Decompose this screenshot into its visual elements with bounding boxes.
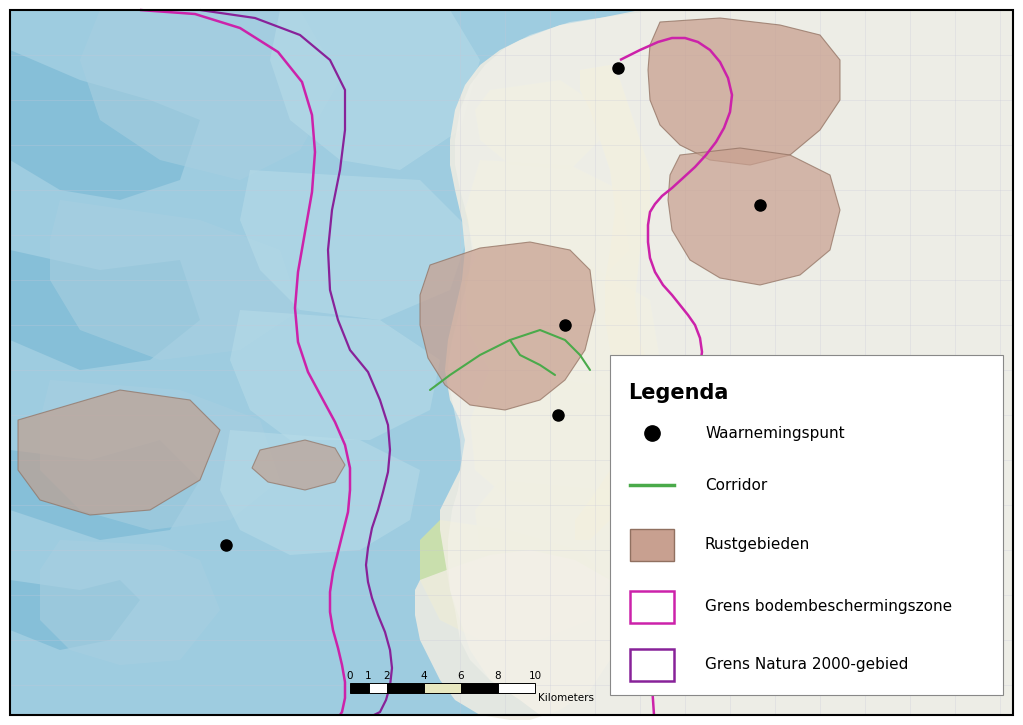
Polygon shape [40,380,280,530]
Polygon shape [18,390,220,515]
Polygon shape [470,370,670,510]
Polygon shape [10,580,140,650]
Text: 4: 4 [420,671,428,681]
Polygon shape [420,242,595,410]
Text: 1: 1 [365,671,371,681]
Polygon shape [448,10,1013,715]
Polygon shape [10,10,1013,715]
Polygon shape [440,10,1013,715]
Polygon shape [240,170,470,320]
Polygon shape [220,430,420,555]
Polygon shape [270,10,480,170]
Polygon shape [465,160,630,290]
Text: Kilometers: Kilometers [538,693,594,703]
Polygon shape [475,480,660,585]
Bar [461,683,498,693]
Text: Legenda: Legenda [628,383,728,403]
Polygon shape [475,80,601,170]
Polygon shape [10,440,201,540]
Text: Waarnemingspunt: Waarnemingspunt [705,426,845,441]
Polygon shape [648,18,840,165]
Bar [368,683,387,693]
Text: 8: 8 [495,671,501,681]
Text: Corridor: Corridor [705,478,767,492]
Bar [630,591,674,623]
Text: 6: 6 [457,671,464,681]
Bar [350,683,368,693]
Polygon shape [10,50,201,200]
Polygon shape [40,540,220,665]
Polygon shape [465,250,660,390]
Bar [498,683,535,693]
Bar [424,683,461,693]
Bar [387,683,424,693]
Polygon shape [80,10,340,180]
Polygon shape [575,65,655,540]
Polygon shape [668,148,840,285]
Text: 2: 2 [384,671,391,681]
Text: 0: 0 [347,671,353,681]
Bar [610,355,1003,695]
Text: Grens bodembeschermingszone: Grens bodembeschermingszone [705,600,952,615]
Text: 10: 10 [529,671,541,681]
Text: Rustgebieden: Rustgebieden [705,537,810,552]
Polygon shape [10,250,201,370]
Bar [630,529,674,561]
Polygon shape [415,550,620,720]
Bar [630,649,674,681]
Polygon shape [252,440,345,490]
Polygon shape [420,520,610,640]
Text: Grens Natura 2000-gebied: Grens Natura 2000-gebied [705,658,908,673]
Polygon shape [230,310,440,440]
Polygon shape [50,200,300,360]
